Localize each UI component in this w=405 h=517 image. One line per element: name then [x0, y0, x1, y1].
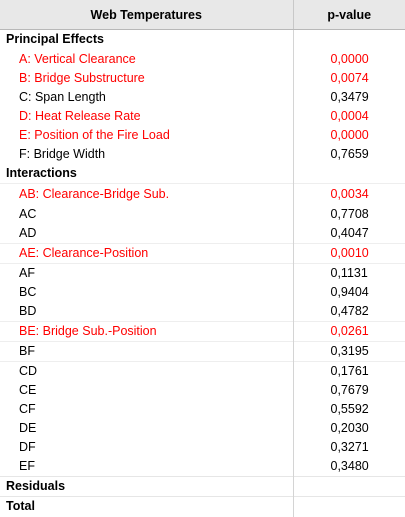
summary-label: Total: [0, 496, 293, 517]
effect-label: BC: [19, 285, 37, 299]
table-header-row: Web Temperatures p-value: [0, 0, 405, 30]
table-row: EF 0,3480: [0, 457, 405, 477]
table-row: BE: Bridge Sub.-Position 0,0261: [0, 321, 405, 342]
effect-label: BF: [0, 341, 293, 362]
effect-label: C: Span Length: [19, 89, 106, 104]
table-row: AC 0,7708: [0, 205, 405, 224]
p-value-cell: 0,0261: [292, 321, 405, 342]
p-value-cell: 0,0000: [292, 125, 405, 145]
table-row: BF 0,3195: [0, 341, 405, 362]
p-value-cell: 0,3480: [292, 457, 405, 477]
p-value-cell: 0,7708: [292, 205, 405, 224]
header-web-temperatures: Web Temperatures: [0, 0, 293, 30]
p-value-cell: 0,5592: [292, 400, 405, 419]
table-body: Principal Effects A: Vertical Clearance 0,…: [0, 29, 405, 517]
summary-value-empty: [292, 476, 405, 497]
table-row: CF 0,5592: [0, 400, 405, 419]
p-value-cell: 0,2030: [292, 419, 405, 438]
p-value-cell: 0,0034: [292, 182, 405, 205]
table-row: A: Vertical Clearance 0,0000: [0, 49, 405, 69]
p-value-cell: 0,7679: [292, 381, 405, 400]
effect-label: D: Heat Release Rate: [19, 108, 141, 123]
effect-label: B: Bridge Substructure: [19, 70, 145, 85]
section-title: Interactions: [6, 165, 77, 180]
effect-label: CF: [19, 402, 36, 416]
effect-label: F: Bridge Width: [19, 146, 106, 161]
table-row: B: Bridge Substructure 0,0074: [0, 68, 405, 88]
p-value-cell: 0,1131: [292, 263, 405, 283]
p-value-cell: 0,3479: [292, 87, 405, 107]
section-header-row: Interactions: [0, 163, 405, 183]
table-row: CE 0,7679: [0, 381, 405, 400]
p-value-cell: 0,4782: [292, 302, 405, 322]
summary-row: Residuals: [0, 476, 405, 497]
p-value-cell: 0,0010: [292, 243, 405, 264]
effect-label: AE: Clearance-Position: [0, 243, 293, 264]
p-value-cell: 0,4047: [292, 224, 405, 244]
effect-label: EF: [19, 459, 35, 473]
effect-label: CD: [0, 361, 293, 381]
effect-label: AD: [19, 226, 37, 240]
p-value-cell: 0,0004: [292, 106, 405, 126]
section-header-row: Principal Effects: [0, 29, 405, 50]
table-row: BC 0,9404: [0, 283, 405, 302]
section-title: Principal Effects: [6, 32, 104, 47]
p-value-cell: 0,1761: [292, 361, 405, 381]
table-row: BD 0,4782: [0, 302, 405, 322]
p-value-cell: 0,3195: [292, 341, 405, 362]
table-row: F: Bridge Width 0,7659: [0, 144, 405, 164]
table-row: C: Span Length 0,3479: [0, 87, 405, 107]
summary-value-empty: [292, 496, 405, 517]
effect-label: CE: [19, 383, 37, 397]
p-value-cell: 0,0000: [292, 49, 405, 69]
table-row: AD 0,4047: [0, 224, 405, 244]
effect-label: AF: [0, 263, 293, 283]
effect-label: DE: [19, 421, 37, 435]
summary-row: Total: [0, 496, 405, 517]
section-value-empty: [292, 163, 405, 183]
table-row: E: Position of the Fire Load 0,0000: [0, 125, 405, 145]
table-row: CD 0,1761: [0, 361, 405, 381]
effect-label: A: Vertical Clearance: [19, 51, 136, 66]
table-row: AF 0,1131: [0, 263, 405, 283]
section-value-empty: [292, 29, 405, 50]
effect-label: BD: [19, 304, 37, 318]
effect-label: E: Position of the Fire Load: [19, 127, 170, 142]
header-p-value: p-value: [292, 0, 405, 30]
p-value-cell: 0,9404: [292, 283, 405, 302]
p-value-cell: 0,0074: [292, 68, 405, 88]
table-row: AB: Clearance-Bridge Sub. 0,0034: [0, 182, 405, 205]
table-row: DF 0,3271: [0, 438, 405, 457]
p-value-cell: 0,3271: [292, 438, 405, 457]
p-value-cell: 0,7659: [292, 144, 405, 164]
effect-label: AB: Clearance-Bridge Sub.: [0, 182, 293, 205]
effect-label: AC: [19, 207, 37, 221]
summary-label: Residuals: [0, 476, 293, 497]
table-row: AE: Clearance-Position 0,0010: [0, 243, 405, 264]
table-row: D: Heat Release Rate 0,0004: [0, 106, 405, 126]
table-row: DE 0,2030: [0, 419, 405, 438]
effect-label: BE: Bridge Sub.-Position: [0, 321, 293, 342]
effect-label: DF: [19, 440, 36, 454]
